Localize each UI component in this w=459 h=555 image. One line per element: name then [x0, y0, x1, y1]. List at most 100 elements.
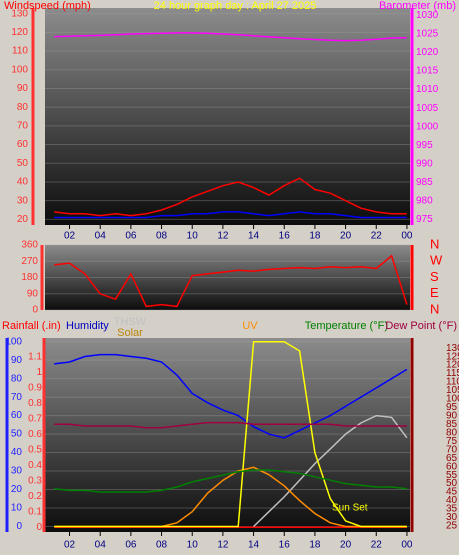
y-tick-label: 70	[11, 392, 23, 403]
x-tick-label: 02	[64, 540, 76, 551]
x-tick-label: 22	[371, 231, 383, 242]
x-tick-label: 22	[371, 540, 383, 551]
y2-tick-label: 115	[446, 368, 459, 379]
y2-tick-label: 1030	[416, 10, 439, 21]
x-tick-label: 16	[279, 540, 291, 551]
series-line	[54, 254, 408, 308]
y2-tick-label: 990	[416, 158, 433, 169]
x-tick-label: 16	[279, 231, 291, 242]
y-tick-label: 20	[11, 484, 23, 495]
series-line	[54, 177, 407, 217]
y2-tick-label: 70	[446, 444, 458, 455]
x-tick-label: 20	[340, 231, 352, 242]
y2-tick-label: 35	[446, 504, 458, 515]
y-tick-label: 270	[21, 256, 38, 267]
y2-tick-label: N	[430, 301, 439, 316]
x-tick-label: 08	[156, 540, 168, 551]
y2-tick-label: 1000	[416, 121, 439, 132]
legend-entry: THSW	[114, 316, 147, 328]
y3-tick-label: 0.6	[28, 429, 42, 440]
y3-tick-label: 0.3	[28, 475, 42, 486]
y2-tick-label: 980	[416, 196, 433, 207]
x-tick-label: 18	[309, 540, 321, 551]
legend-entry: Temperature (°F)	[305, 320, 388, 332]
series-line	[54, 421, 407, 429]
y-tick-label: 100	[11, 64, 28, 75]
x-tick-label: 12	[217, 540, 229, 551]
y-tick-label: 90	[11, 355, 23, 366]
y-tick-label: 70	[17, 120, 29, 131]
y3-tick-label: 0.1	[28, 506, 42, 517]
y2-tick-label: 25	[446, 521, 458, 532]
y2-axis-title: Barometer (mb)	[379, 0, 456, 12]
y3-tick-label: 0.9	[28, 382, 42, 393]
x-tick-label: 10	[187, 231, 199, 242]
y2-tick-label: 60	[446, 461, 458, 472]
y2-tick-label: N	[430, 236, 439, 251]
x-tick-label: 08	[156, 231, 168, 242]
plot-area	[45, 338, 410, 532]
x-tick-label: 20	[340, 540, 352, 551]
series-line	[54, 211, 407, 219]
y3-tick-label: 0.5	[28, 444, 42, 455]
y2-tick-label: 130	[446, 343, 459, 354]
y3-tick-label: 0.8	[28, 398, 42, 409]
y-tick-label: 50	[11, 429, 23, 440]
y-tick-label: 40	[11, 447, 23, 458]
y2-tick-label: 55	[446, 470, 458, 481]
y-tick-label: 0	[16, 521, 22, 532]
legend-entry: Dew Point (°F)	[385, 320, 457, 332]
x-tick-label: 00	[401, 540, 413, 551]
y-tick-label: 100	[5, 336, 22, 347]
y-tick-label: 50	[17, 158, 29, 169]
x-tick-label: 06	[125, 540, 137, 551]
y-tick-label: 40	[17, 177, 29, 188]
y-tick-label: 10	[11, 503, 23, 514]
y2-tick-label: 975	[416, 214, 433, 225]
y2-tick-label: 45	[446, 487, 458, 498]
y3-tick-label: 0.7	[28, 413, 42, 424]
series-line	[54, 340, 407, 528]
y2-tick-label: 1025	[416, 29, 439, 40]
y2-tick-label: 100	[446, 394, 459, 405]
legend-entry: Humidity	[66, 320, 109, 332]
y3-tick-label: 0	[36, 522, 42, 533]
x-tick-label: 04	[95, 540, 107, 551]
annotation: Sun Set	[332, 503, 368, 514]
x-tick-label: 10	[187, 540, 199, 551]
y-tick-label: 90	[27, 288, 39, 299]
y2-tick-label: W	[430, 253, 443, 268]
legend-entry: Rainfall (.in)	[2, 320, 61, 332]
y-tick-label: 180	[21, 272, 38, 283]
y3-tick-label: 1.1	[28, 351, 42, 362]
y2-tick-label: 85	[446, 419, 458, 430]
x-tick-label: 12	[217, 231, 229, 242]
y2-tick-label: 90	[446, 411, 458, 422]
x-tick-label: 14	[248, 231, 260, 242]
y-tick-label: 120	[11, 27, 28, 38]
series-line	[54, 353, 408, 439]
y3-tick-label: 0.4	[28, 460, 42, 471]
y3-tick-label: 1	[36, 367, 42, 378]
y2-tick-label: 1010	[416, 84, 439, 95]
y-tick-label: 0	[32, 305, 38, 316]
series-line	[54, 469, 407, 493]
x-tick-label: 04	[95, 231, 107, 242]
y-tick-label: 130	[11, 8, 28, 19]
x-tick-label: 06	[125, 231, 137, 242]
x-tick-label: 18	[309, 231, 321, 242]
y-tick-label: 30	[11, 466, 23, 477]
y2-tick-label: 995	[416, 140, 433, 151]
x-tick-label: 02	[64, 231, 76, 242]
series-line	[253, 414, 408, 528]
y2-tick-label: 65	[446, 453, 458, 464]
y2-tick-label: 1005	[416, 103, 439, 114]
chart-title: 24 hour graph day : April 27 2025	[154, 0, 317, 12]
y2-tick-label: 40	[446, 495, 458, 506]
legend-entry: Solar	[117, 327, 143, 339]
y-tick-label: 20	[17, 214, 29, 225]
y2-tick-label: 1020	[416, 47, 439, 58]
y3-tick-label: 0.2	[28, 491, 42, 502]
y-tick-label: 110	[12, 46, 28, 57]
